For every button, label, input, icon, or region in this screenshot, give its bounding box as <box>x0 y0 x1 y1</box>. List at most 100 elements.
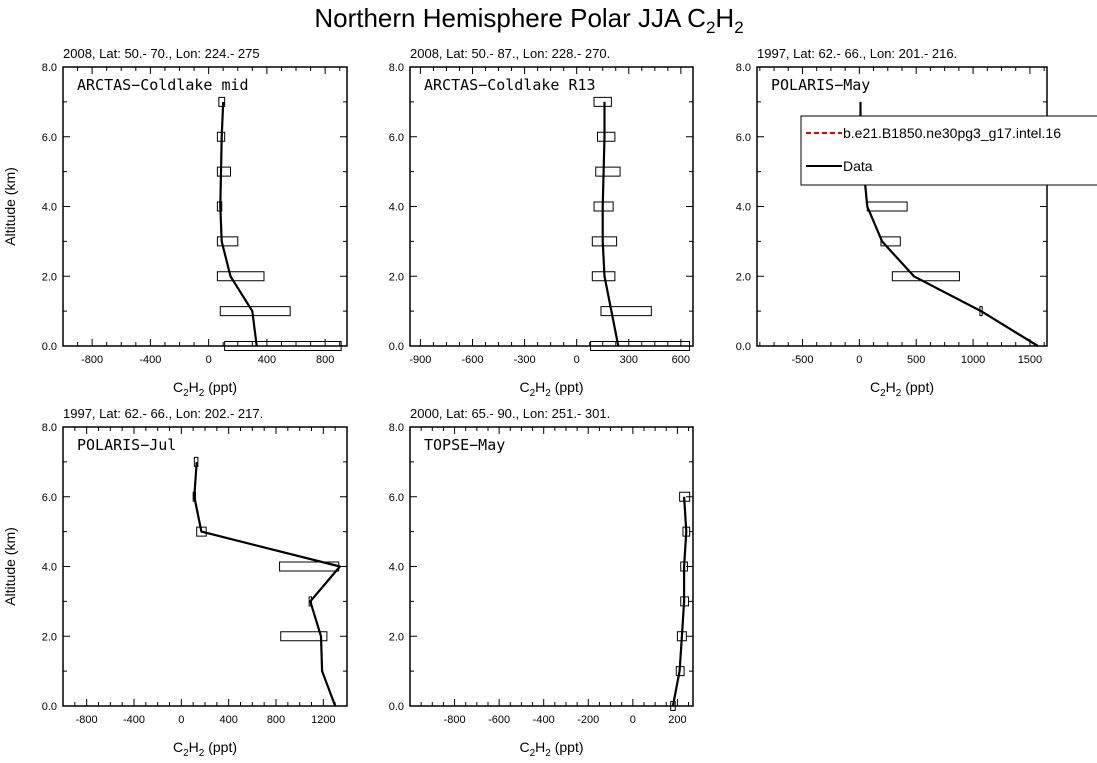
x-tick-label: 1000 <box>961 354 985 366</box>
x-tick-label: -400 <box>533 714 555 726</box>
y-tick-label: 8.0 <box>389 62 404 74</box>
x-tick-label: -800 <box>444 714 466 726</box>
panel-subtitle: 2008, Lat: 50.- 70., Lon: 224.- 275 <box>63 46 260 61</box>
panel-subtitle: 2000, Lat: 65.- 90., Lon: 251.- 301. <box>410 406 610 421</box>
y-tick-label: 2.0 <box>389 631 404 643</box>
data-range-box <box>866 201 908 212</box>
x-tick-label: 1200 <box>311 714 335 726</box>
x-tick-label: 0 <box>178 714 184 726</box>
plot-frame <box>62 426 348 707</box>
y-tick-label: 0.0 <box>389 701 404 713</box>
panel-2: 0.0 2.0 4.0 6.0 8.0 -900 -600 -300 0 300 600 2008, … <box>389 46 694 399</box>
x-tick-label: 400 <box>219 714 237 726</box>
data-profile-line <box>193 461 341 707</box>
y-axis-label: Altitude (km) <box>2 527 18 606</box>
y-tick-label: 0.0 <box>42 701 57 713</box>
panel-4: 0.0 2.0 4.0 6.0 8.0 -800 -400 0 400 800 1200 1997, … <box>2 406 348 759</box>
x-axis-label: C2H2 (ppt) <box>173 739 237 759</box>
panel-subtitle: 2008, Lat: 50.- 87., Lon: 228.- 270. <box>410 46 610 61</box>
data-range-box <box>218 96 226 107</box>
data-range-box <box>891 271 960 282</box>
y-axis-label: Altitude (km) <box>2 167 18 246</box>
figure-title: Northern Hemisphere Polar JJA C2H2 <box>314 3 743 37</box>
x-tick-label: 0 <box>856 354 862 366</box>
x-axis-label: C2H2 (ppt) <box>519 739 583 759</box>
y-tick-label: 8.0 <box>42 62 57 74</box>
y-tick-label: 8.0 <box>42 422 57 434</box>
y-tick-label: 0.0 <box>736 341 751 353</box>
y-tick-label: 4.0 <box>389 562 404 574</box>
y-tick-label: 4.0 <box>736 202 751 214</box>
x-tick-label: 400 <box>258 354 276 366</box>
data-range-box <box>593 96 612 107</box>
x-tick-label: 1500 <box>1018 354 1042 366</box>
legend-box <box>800 115 1097 186</box>
data-range-box <box>591 236 618 247</box>
data-range-box <box>216 166 231 177</box>
data-range-box <box>219 306 291 317</box>
y-tick-label: 4.0 <box>42 202 57 214</box>
x-tick-label: -200 <box>577 714 599 726</box>
x-tick-label: 800 <box>267 714 285 726</box>
y-tick-label: 0.0 <box>42 341 57 353</box>
x-tick-label: -600 <box>488 714 510 726</box>
plot-frame <box>409 426 694 707</box>
x-tick-label: 0 <box>630 714 636 726</box>
x-tick-label: 300 <box>620 354 638 366</box>
data-range-box <box>590 341 691 351</box>
data-range-box <box>595 166 621 177</box>
plot-frame <box>756 66 1048 347</box>
x-tick-label: 600 <box>672 354 690 366</box>
data-range-box <box>224 341 342 351</box>
y-tick-label: 6.0 <box>736 132 751 144</box>
legend-model-label: b.e21.B1850.ne30pg3_g17.intel.16 <box>843 125 1061 141</box>
x-tick-label: 0 <box>206 354 212 366</box>
data-range-box <box>280 631 328 642</box>
plot-frame <box>62 66 348 347</box>
y-tick-label: 6.0 <box>42 492 57 504</box>
y-tick-label: 2.0 <box>42 271 57 283</box>
y-tick-label: 0.0 <box>389 341 404 353</box>
x-tick-label: 200 <box>668 714 686 726</box>
panel-subtitle: 1997, Lat: 62.- 66., Lon: 202.- 217. <box>63 406 263 421</box>
x-tick-label: 0 <box>574 354 580 366</box>
data-range-box <box>600 306 652 317</box>
x-tick-label: -900 <box>409 354 431 366</box>
x-axis-label: C2H2 (ppt) <box>870 379 934 399</box>
x-axis-label: C2H2 (ppt) <box>173 379 237 399</box>
panel-3: 0.0 2.0 4.0 6.0 8.0 -500 0 500 1000 1500 1997, Lat… <box>736 46 1048 399</box>
panel-label: ARCTAS−Coldlake mid <box>77 76 249 94</box>
x-tick-label: -600 <box>461 354 483 366</box>
data-range-box <box>216 271 265 282</box>
legend: b.e21.B1850.ne30pg3_g17.intel.16 Data <box>800 115 1097 186</box>
x-tick-label: -400 <box>139 354 161 366</box>
data-profile-line <box>219 101 258 347</box>
y-tick-label: 6.0 <box>42 132 57 144</box>
y-tick-label: 2.0 <box>42 631 57 643</box>
y-tick-label: 2.0 <box>736 271 751 283</box>
data-profile-line <box>671 496 688 707</box>
data-range-box <box>216 236 239 247</box>
x-tick-label: -400 <box>123 714 145 726</box>
y-tick-label: 8.0 <box>736 62 751 74</box>
panel-5: 0.0 2.0 4.0 6.0 8.0 -800 -600 -400 -200 0 200 2000,… <box>389 406 694 759</box>
y-tick-label: 8.0 <box>389 422 404 434</box>
y-tick-label: 4.0 <box>42 562 57 574</box>
panel-label: POLARIS−May <box>771 76 870 94</box>
x-tick-label: -500 <box>791 354 813 366</box>
panel-1: 0.0 2.0 4.0 6.0 8.0 -800 -400 0 400 800 2008, Lat:… <box>2 46 348 399</box>
y-tick-label: 4.0 <box>389 202 404 214</box>
panel-label: ARCTAS−Coldlake R13 <box>424 76 596 94</box>
panel-label: TOPSE−May <box>424 436 505 454</box>
data-profile-line <box>601 101 620 347</box>
x-tick-label: 500 <box>907 354 925 366</box>
y-tick-label: 6.0 <box>389 492 404 504</box>
x-tick-label: -300 <box>514 354 536 366</box>
y-tick-label: 2.0 <box>389 271 404 283</box>
panel-label: POLARIS−Jul <box>77 436 176 454</box>
x-axis-label: C2H2 (ppt) <box>519 379 583 399</box>
legend-data-label: Data <box>843 158 873 174</box>
x-tick-label: -800 <box>76 714 98 726</box>
data-range-box <box>597 131 616 142</box>
x-tick-label: -800 <box>81 354 103 366</box>
